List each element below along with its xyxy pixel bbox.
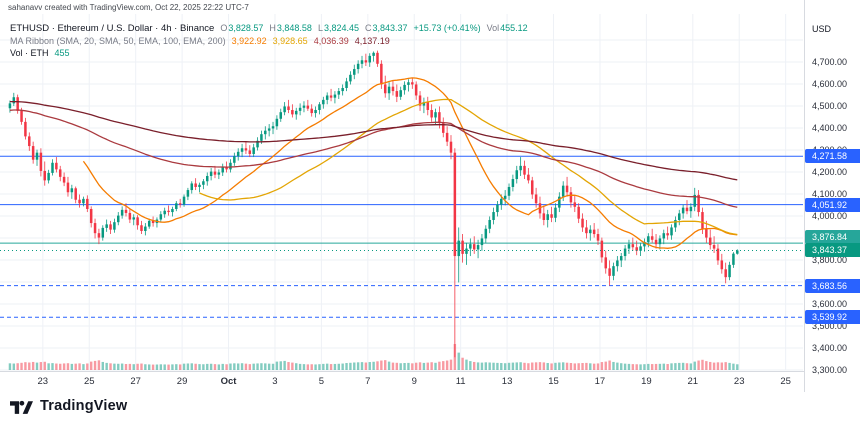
current-price-badge: 3,843.37 [805, 243, 860, 258]
attribution-text: sahanavv created with TradingView.com, O… [8, 3, 249, 12]
price-level-badge: 4,271.58 [805, 149, 860, 164]
time-axis-label: 7 [365, 376, 371, 387]
price-axis-label: 3,300.00 [812, 364, 848, 375]
price-axis-label: 4,000.00 [812, 210, 848, 221]
time-axis-label: 5 [318, 376, 325, 387]
time-axis-label: 23 [37, 376, 49, 387]
price-axis-label: 3,500.00 [812, 320, 848, 331]
price-axis[interactable]: USD 4,700.004,600.004,500.004,400.004,30… [804, 0, 860, 392]
footer: TradingView [10, 398, 127, 414]
price-level-badge: 3,539.92 [805, 310, 860, 325]
price-axis-label: 4,600.00 [812, 78, 848, 89]
tradingview-logo-icon[interactable] [10, 398, 33, 414]
price-axis-label: 4,100.00 [812, 188, 848, 199]
price-axis-label: 4,500.00 [812, 100, 848, 111]
time-axis[interactable]: 23 25 27 29 Oct 3 5 7 9 11 13 15 17 19 21 23 25 [0, 372, 804, 392]
time-axis-label: 13 [501, 376, 513, 387]
time-axis-label: 25 [83, 376, 95, 387]
price-axis-label: 3,800.00 [812, 254, 848, 265]
price-axis-label: 4,200.00 [812, 166, 848, 177]
price-chart-canvas[interactable] [0, 0, 860, 392]
time-axis-label: 19 [641, 376, 652, 387]
price-axis-label: 4,700.00 [812, 56, 848, 67]
price-level-badge: 3,683.56 [805, 278, 860, 293]
tradingview-wordmark[interactable]: TradingView [40, 398, 128, 414]
time-axis-label: 3 [272, 376, 278, 387]
time-axis-label: 15 [548, 376, 559, 387]
price-axis-label: 4,400.00 [812, 122, 848, 133]
time-axis-label: 27 [130, 376, 141, 387]
price-axis-label: 3,400.00 [812, 342, 848, 353]
time-axis-label: 29 [176, 376, 188, 387]
time-axis-label: 17 [594, 376, 606, 387]
time-axis-label: 21 [687, 376, 699, 387]
time-axis-label: 25 [780, 376, 791, 387]
price-axis-label: 3,600.00 [812, 298, 848, 309]
time-axis-label: 11 [455, 376, 466, 387]
time-axis-label: Oct [220, 376, 237, 387]
price-level-badge: 3,876.84 [805, 230, 860, 245]
time-axis-label: 9 [411, 376, 417, 387]
time-axis-label: 23 [733, 376, 745, 387]
price-axis-unit: USD [812, 24, 832, 34]
price-level-badge: 4,051.92 [805, 197, 860, 212]
